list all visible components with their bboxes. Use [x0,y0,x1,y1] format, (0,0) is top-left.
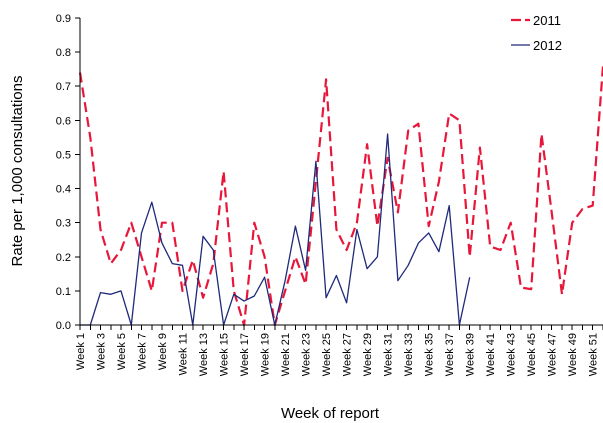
x-tick-label: Week 35 [424,333,436,376]
series-line-2012 [80,133,471,326]
x-tick-label: Week 11 [178,333,190,375]
axes [79,18,603,326]
x-tick-label: Week 49 [567,333,579,376]
series-line-2011 [78,65,603,327]
plot-lines [78,65,603,327]
y-tick-label: 0.1 [56,286,71,298]
x-tick-label: Week 33 [403,333,415,376]
y-tick-label: 0.8 [56,47,71,59]
x-tick-label: Week 3 [96,333,108,370]
x-tick-label: Week 23 [301,333,313,376]
x-tick-label: Week 51 [588,333,600,376]
y-tick-label: 0.3 [56,218,71,230]
x-tick-label: Week 31 [383,333,395,376]
x-tick-label: Week 21 [280,333,292,376]
x-tick-label: Week 47 [547,333,559,376]
x-tick-label: Week 29 [362,333,374,376]
x-tick-label: Week 45 [526,333,538,376]
legend-label: 2012 [533,38,562,53]
legend: 2011 2012 [511,13,562,53]
x-ticks: Week 1 Week 3 Week 5 Week 7 Week 9 Week 11 Wee… [75,325,603,376]
y-tick-label: 0.5 [56,149,71,161]
x-tick-label: Week 41 [485,333,497,376]
x-tick-label: Week 9 [157,333,169,370]
y-tick-label: 0.6 [56,115,71,127]
x-tick-label: Week 25 [321,333,333,376]
y-axis-title: Rate per 1,000 consultations [9,76,26,267]
x-tick-label: Week 27 [342,333,354,376]
y-tick-label: 0.9 [56,13,71,25]
y-tick-label: 0.2 [56,252,71,264]
x-tick-label: Week 43 [506,333,518,376]
x-tick-label: Week 1 [75,333,87,370]
x-tick-label: Week 39 [465,333,477,376]
x-axis-title: Week of report [281,405,380,422]
x-tick-label: Week 17 [239,333,251,376]
x-tick-label: Week 13 [198,333,210,376]
x-tick-label: Week 15 [219,333,231,376]
y-ticks: 0.0 0.1 0.2 0.3 0.4 0.5 0.6 0.7 0.8 0.9 [56,13,80,332]
y-tick-label: 0.0 [56,320,71,332]
x-tick-label: Week 19 [260,333,272,376]
y-tick-label: 0.7 [56,81,71,93]
legend-label: 2011 [533,13,561,28]
y-tick-label: 0.4 [56,184,71,196]
x-tick-label: Week 5 [116,333,128,370]
x-tick-label: Week 7 [137,333,149,370]
x-tick-label: Week 37 [444,333,456,376]
